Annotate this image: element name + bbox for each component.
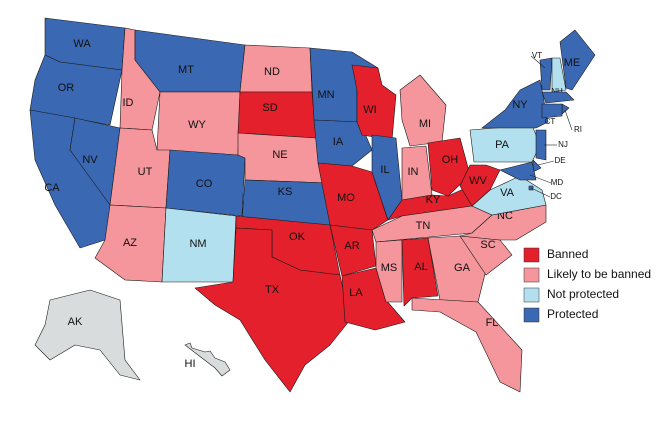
state-shape [401,237,439,307]
state-shape [561,103,570,115]
state-label: RI [574,125,582,134]
state-label: KY [426,194,441,206]
state-shape [375,239,403,303]
state-shape [427,137,471,197]
legend-swatch [523,287,540,303]
state-label: AZ [123,237,137,249]
legend-label: Likely to be banned [547,267,651,281]
state-label: DE [554,156,565,165]
state-label: VA [500,187,515,199]
state-label: IN [408,166,419,178]
state-label: ME [564,57,581,69]
state-label: OH [442,154,459,166]
state-label: CT [545,117,556,126]
state-label: GA [454,262,471,274]
state-shape [34,289,141,381]
state-label: WV [469,175,487,187]
state-label: IL [380,164,389,176]
state-label: NJ [558,140,568,149]
leader-line [530,55,546,69]
state-label: NV [82,154,98,166]
state-label: WI [363,104,376,116]
state-label: KS [278,186,293,198]
state-shape [559,29,596,91]
state-label: ID [123,97,134,109]
state-shape [237,91,317,139]
legend-swatch [523,307,540,323]
leader-line [537,160,555,166]
state-shape [539,57,553,91]
state-shape [541,103,563,119]
state-shape [29,54,123,126]
state-label: NM [189,238,206,250]
state-label: MS [381,262,398,274]
state-label: CA [44,182,60,194]
state-label: TN [416,220,431,232]
state-label: CO [196,178,213,190]
state-label: NH [551,87,563,96]
legend-label: Not protected [547,287,619,301]
state-label: MT [178,64,194,76]
leader-line [529,174,552,184]
state-shape [184,342,231,377]
legend-label: Banned [547,247,588,261]
state-label: FL [486,317,499,329]
state-shape [551,57,567,93]
state-shape [535,129,547,161]
leader-line [564,109,573,131]
state-label: AL [414,261,427,273]
state-shape [481,79,549,129]
state-shape [165,149,246,217]
state-label: NY [512,99,528,111]
state-label: PA [495,139,510,151]
state-label: AK [68,316,83,328]
state-label: MO [337,192,355,204]
legend-label: Protected [547,307,598,321]
state-shape [411,297,523,393]
state-label: WA [73,38,91,50]
state-label: UT [138,166,153,178]
state-label: OR [58,82,75,94]
state-label: IA [333,136,344,148]
state-label: VT [532,51,542,60]
state-label: SD [262,102,277,114]
state-shape [541,91,575,104]
state-label: AR [344,240,359,252]
state-label: ND [264,66,280,78]
state-label: HI [185,358,196,370]
state-shape [532,159,542,173]
state-label: WY [188,119,206,131]
state-label: TX [265,284,280,296]
state-shape [499,161,537,181]
state-label: MD [551,178,564,187]
state-shape [194,227,351,393]
state-label: MN [317,89,334,101]
legend-swatch [523,247,540,263]
state-label: SC [480,239,495,251]
state-label: NE [272,149,287,161]
state-shape [399,74,447,147]
state-label: OK [289,231,306,243]
state-label: LA [349,287,363,299]
state-shape [313,119,373,167]
state-label: DC [550,192,562,201]
state-label: MI [419,118,431,130]
legend-swatch [523,267,540,283]
leader-line [530,187,551,198]
